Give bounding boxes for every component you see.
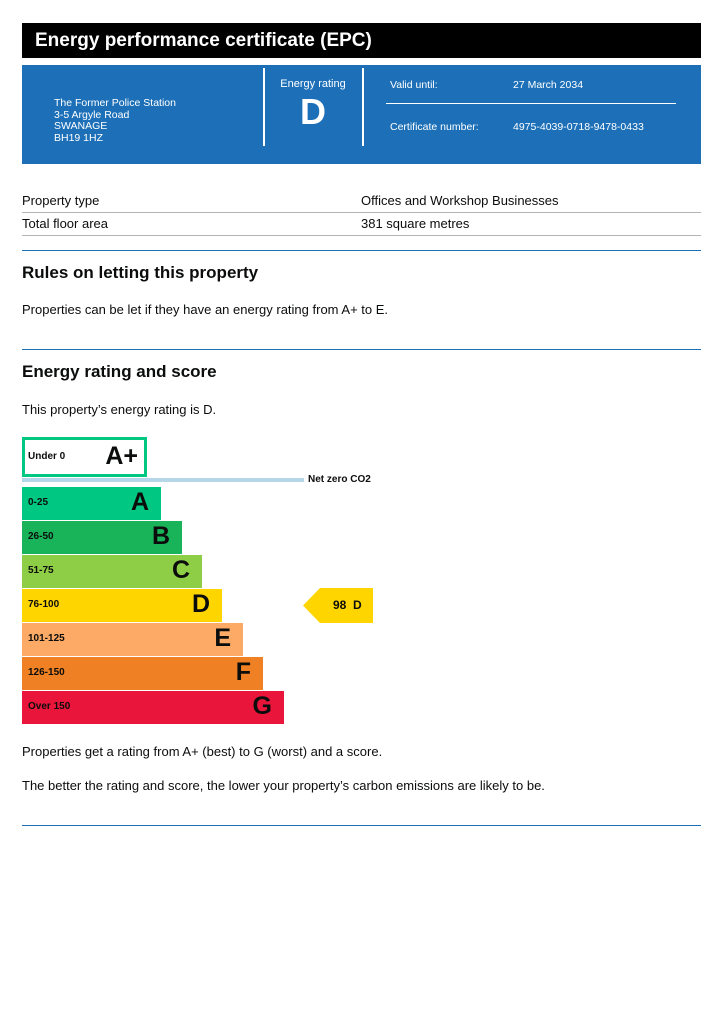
band-letter: D (191, 590, 210, 618)
band-f: 126-150 F (22, 657, 263, 690)
current-letter: D (353, 598, 362, 612)
property-address: The Former Police Station 3-5 Argyle Roa… (54, 97, 176, 144)
divider (386, 103, 676, 104)
row-value: 381 square metres (361, 216, 470, 231)
current-score: 98 (333, 598, 347, 612)
row-value: Offices and Workshop Businesses (361, 193, 559, 208)
band-letter: F (235, 658, 251, 686)
certificate-number-label: Certificate number: (390, 121, 479, 133)
band-range: Under 0 (28, 451, 66, 462)
band-letter: G (252, 692, 272, 720)
band-range: 101-125 (28, 633, 65, 644)
band-a: 0-25 A (22, 487, 161, 520)
band-c: 51-75 C (22, 555, 202, 588)
certificate-header: The Former Police Station 3-5 Argyle Roa… (22, 65, 701, 164)
divider (362, 68, 364, 146)
rules-heading: Rules on letting this property (22, 263, 259, 282)
band-letter: A+ (105, 442, 138, 470)
band-d: 76-100 D (22, 589, 222, 622)
energy-rating-label: Energy rating (280, 78, 346, 90)
property-type-row: Property type Offices and Workshop Busin… (22, 189, 701, 213)
address-line: 3-5 Argyle Road (54, 108, 130, 121)
band-range: 26-50 (28, 531, 54, 542)
rules-text: Properties can be let if they have an en… (22, 302, 389, 317)
energy-rating-value: D (300, 91, 326, 132)
band-range: 126-150 (28, 667, 65, 678)
band-g: Over 150 G (22, 691, 284, 724)
band-letter: A (130, 488, 149, 516)
section-divider (22, 250, 701, 251)
band-b: 26-50 B (22, 521, 182, 554)
rating-heading: Energy rating and score (22, 362, 217, 381)
rating-note-2: The better the rating and score, the low… (22, 778, 545, 793)
band-range: Over 150 (28, 701, 71, 712)
section-divider (22, 825, 701, 826)
band-range: 51-75 (28, 565, 54, 576)
band-letter: E (214, 624, 231, 652)
address-line: BH19 1HZ (54, 131, 104, 144)
valid-until-label: Valid until: (390, 79, 438, 91)
section-divider (22, 349, 701, 350)
row-key: Property type (22, 193, 100, 208)
title-bar: Energy performance certificate (EPC) (22, 23, 701, 58)
rating-intro: This property’s energy rating is D. (22, 402, 217, 417)
address-line: SWANAGE (54, 120, 108, 132)
band-aplus: Under 0 A+ (22, 437, 147, 477)
band-range: 76-100 (28, 599, 60, 610)
rating-note-1: Properties get a rating from A+ (best) t… (22, 744, 383, 759)
row-key: Total floor area (22, 216, 108, 231)
page-title: Energy performance certificate (EPC) (35, 30, 372, 51)
current-rating-arrow: 98 D (303, 588, 373, 623)
band-range: 0-25 (28, 497, 49, 508)
valid-until-value: 27 March 2034 (513, 79, 584, 91)
band-letter: B (151, 522, 170, 550)
divider (263, 68, 265, 146)
net-zero-line (22, 478, 304, 482)
certificate-number-value: 4975-4039-0718-9478-0433 (513, 121, 644, 133)
address-line: The Former Police Station (54, 97, 176, 109)
net-zero-label: Net zero CO2 (308, 474, 371, 485)
band-letter: C (171, 556, 190, 584)
floor-area-row: Total floor area 381 square metres (22, 212, 701, 236)
band-e: 101-125 E (22, 623, 243, 656)
